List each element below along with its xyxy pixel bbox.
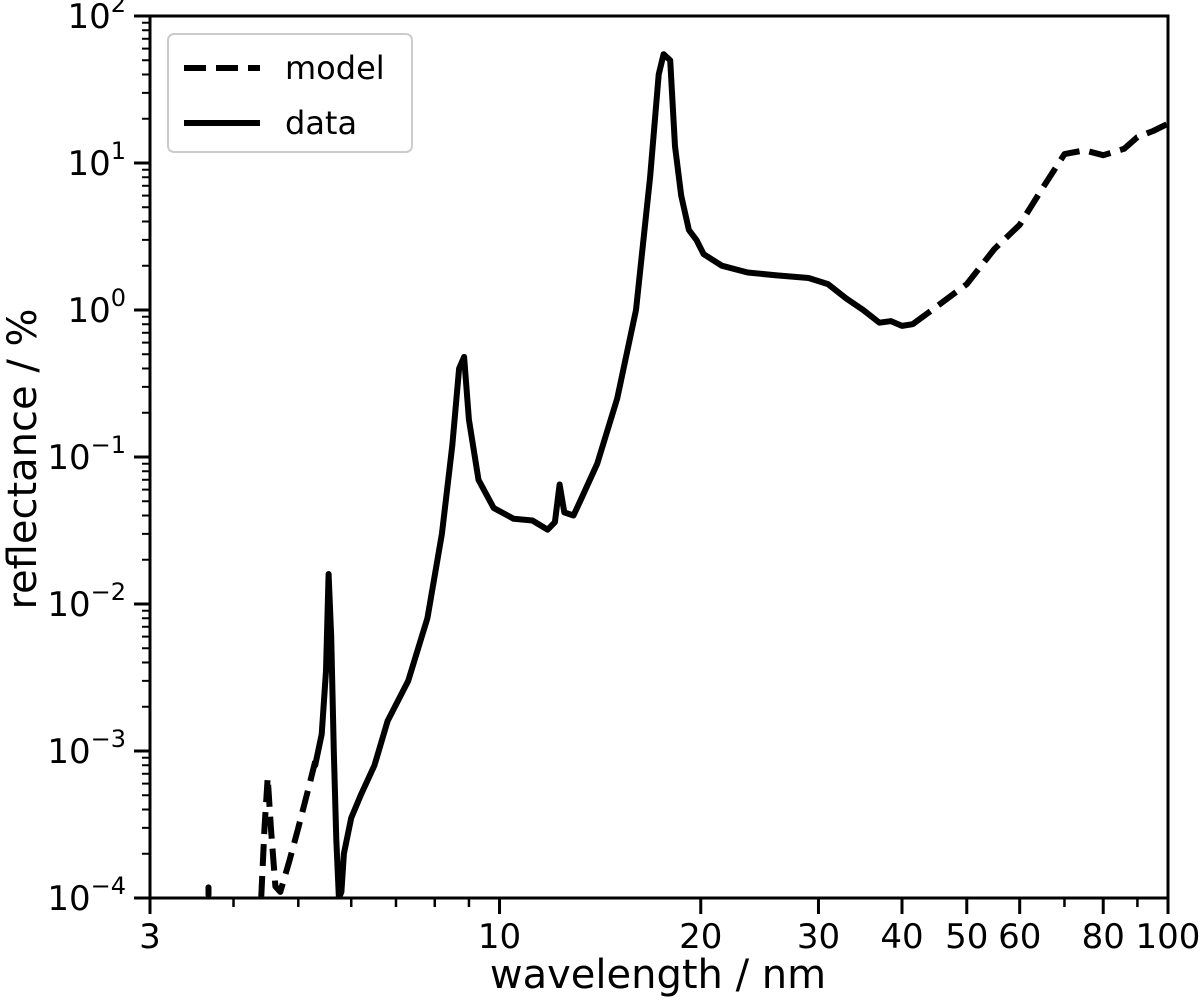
x-tick-label: 30 [797, 917, 840, 957]
y-tick-label: 100 [67, 284, 126, 331]
y-tick-label: 10−4 [47, 872, 126, 919]
x-tick-label: 20 [679, 917, 722, 957]
x-tick-label: 40 [880, 917, 923, 957]
legend-label-data: data [285, 104, 357, 142]
x-tick-label: 100 [1136, 917, 1200, 957]
y-tick-label: 102 [67, 0, 126, 37]
ticks: 3 10 20 30 40 50 60 80 100 10−4 10−3 10−2 10−1 100 101… [47, 0, 1200, 957]
legend: model data [167, 33, 413, 153]
x-tick-label: 50 [945, 917, 988, 957]
y-tick-label: 10−2 [47, 578, 126, 625]
y-tick-label: 10−3 [47, 725, 126, 772]
y-axis-label: reflectance / % [0, 308, 46, 609]
x-tick-label: 80 [1082, 917, 1125, 957]
legend-label-model: model [285, 49, 385, 87]
x-tick-label: 10 [478, 917, 521, 957]
x-tick-label: 60 [998, 917, 1041, 957]
x-tick-label: 3 [139, 917, 161, 957]
series-data-line-2 [312, 51, 916, 898]
series-layer [205, 51, 1168, 898]
x-axis-label: wavelength / nm [490, 952, 826, 998]
series-model-line-1 [910, 121, 1168, 327]
y-tick-label: 101 [67, 137, 126, 184]
y-tick-label: 10−1 [47, 431, 126, 478]
series-model-line-0 [258, 760, 319, 898]
